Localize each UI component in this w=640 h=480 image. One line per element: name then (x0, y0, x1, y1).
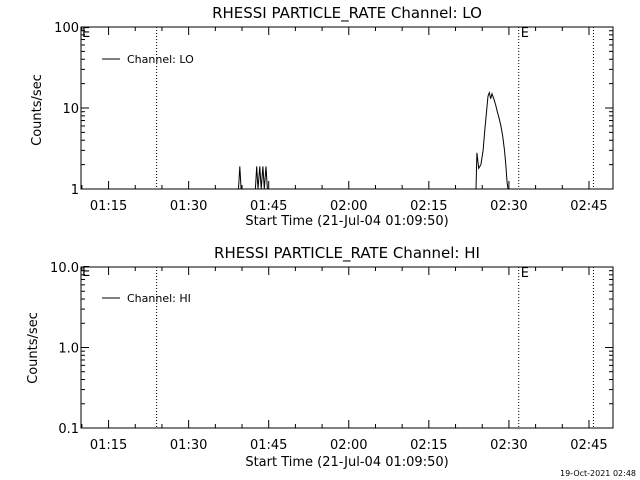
y-tick-label-hi: 1.0 (58, 342, 79, 357)
plot-area-lo: 01:15 01:30 01:45 02:00 02:15 02:30 02:45 1 10 10… (54, 21, 614, 214)
x-tick-label-lo: 01:45 (250, 199, 287, 214)
y-axis-label-lo: Counts/sec (30, 74, 45, 146)
y-tick-label-lo: 10 (62, 102, 79, 117)
legend-entry-hi: Channel: HI (127, 292, 191, 305)
x-tick-label-lo: 02:15 (410, 199, 447, 214)
y-tick-label-lo: 100 (54, 21, 79, 36)
x-tick-label-hi: 01:30 (170, 438, 207, 453)
x-tick-label-hi: 02:00 (330, 438, 367, 453)
corner-label-hi: E (82, 265, 90, 280)
panel-hi: RHESSI PARTICLE_RATE Channel: HI 01:15 01… (26, 244, 614, 470)
legend-entry-lo: Channel: LO (127, 53, 194, 66)
event-marker-label-lo: E (521, 26, 529, 41)
x-tick-label-lo: 02:00 (330, 199, 367, 214)
x-tick-label-hi: 02:30 (490, 438, 527, 453)
footer-timestamp: 19-Oct-2021 02:48 (560, 469, 636, 478)
y-tick-label-lo: 1 (71, 183, 79, 198)
event-marker-label-hi: E (521, 266, 529, 281)
y-tick-label-hi: 10.0 (50, 261, 79, 276)
chart-title-hi: RHESSI PARTICLE_RATE Channel: HI (214, 244, 480, 263)
y-axis-label-hi: Counts/sec (26, 312, 41, 384)
chart-title-lo: RHESSI PARTICLE_RATE Channel: LO (212, 4, 482, 23)
x-tick-label-lo: 01:30 (170, 199, 207, 214)
x-axis-label-hi: Start Time (21-Jul-04 01:09:50) (245, 455, 448, 470)
x-tick-label-hi: 01:45 (250, 438, 287, 453)
x-tick-label-lo: 01:15 (90, 199, 127, 214)
corner-label-lo: E (82, 26, 90, 41)
x-axis-label-lo: Start Time (21-Jul-04 01:09:50) (245, 214, 448, 229)
x-tick-label-hi: 02:15 (410, 438, 447, 453)
x-tick-label-hi: 01:15 (90, 438, 127, 453)
x-tick-label-lo: 02:45 (570, 199, 607, 214)
plot-frame-lo (80, 26, 614, 190)
series-line-lo (238, 90, 509, 190)
x-tick-label-hi: 02:45 (570, 438, 607, 453)
y-tick-label-hi: 0.1 (58, 422, 79, 437)
panel-lo: RHESSI PARTICLE_RATE Channel: LO 01:15 01… (30, 4, 614, 229)
plot-area-hi: 01:15 01:30 01:45 02:00 02:15 02:30 02:45 0.1 1.… (50, 261, 614, 453)
x-tick-label-lo: 02:30 (490, 199, 527, 214)
